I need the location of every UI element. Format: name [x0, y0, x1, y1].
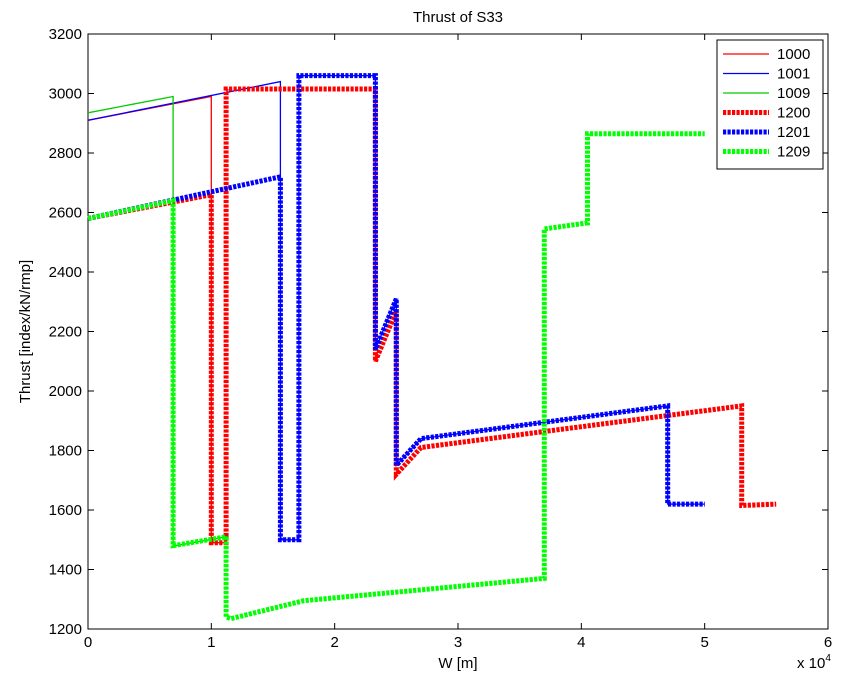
x-axis-title: W [m] [438, 655, 477, 672]
y-tick-label: 1400 [49, 562, 82, 579]
y-tick-label: 3000 [49, 86, 82, 103]
legend-label-1200: 1200 [777, 105, 810, 122]
y-tick-label: 3200 [49, 26, 82, 43]
x-axis-multiplier-exponent: 4 [825, 653, 831, 664]
series-line-1201 [87, 73, 705, 543]
x-axis-multiplier: x 104 [797, 653, 831, 672]
x-tick-label: 2 [330, 634, 338, 651]
legend-box [716, 39, 824, 170]
y-tick-label: 2800 [49, 145, 82, 162]
x-tick-label: 6 [824, 634, 832, 651]
x-tick-label: 1 [207, 634, 215, 651]
y-tick-label: 1800 [49, 443, 82, 460]
series-line-1200 [87, 86, 777, 546]
legend-label-1000: 1000 [777, 46, 810, 63]
x-tick-label: 5 [700, 634, 708, 651]
legend-label-1201: 1201 [777, 124, 810, 141]
y-tick-label: 1200 [49, 621, 82, 638]
x-axis-multiplier-base: x 10 [797, 655, 825, 672]
chart-title: Thrust of S33 [413, 9, 503, 26]
y-tick-label: 2000 [49, 383, 82, 400]
x-tick-label: 0 [84, 634, 92, 651]
x-tick-label: 4 [577, 634, 585, 651]
y-axis-title: Thrust [index/kN/rmp] [17, 260, 34, 403]
legend-label-1001: 1001 [777, 66, 810, 83]
legend: 1000 1001 1009 1200 1201 1209 [716, 39, 824, 170]
x-tick-label: 3 [454, 634, 462, 651]
axes-ticks: 0 1 2 3 4 5 6 1200 1400 1600 1800 2000 2200 2400 2600 2… [49, 26, 833, 651]
y-tick-label: 2200 [49, 324, 82, 341]
legend-label-1009: 1009 [777, 85, 810, 102]
y-tick-label: 2600 [49, 205, 82, 222]
legend-label-1209: 1209 [777, 144, 810, 161]
series-layer [87, 73, 777, 622]
y-tick-label: 2400 [49, 264, 82, 281]
y-tick-label: 1600 [49, 502, 82, 519]
series-line-1209 [87, 131, 705, 622]
